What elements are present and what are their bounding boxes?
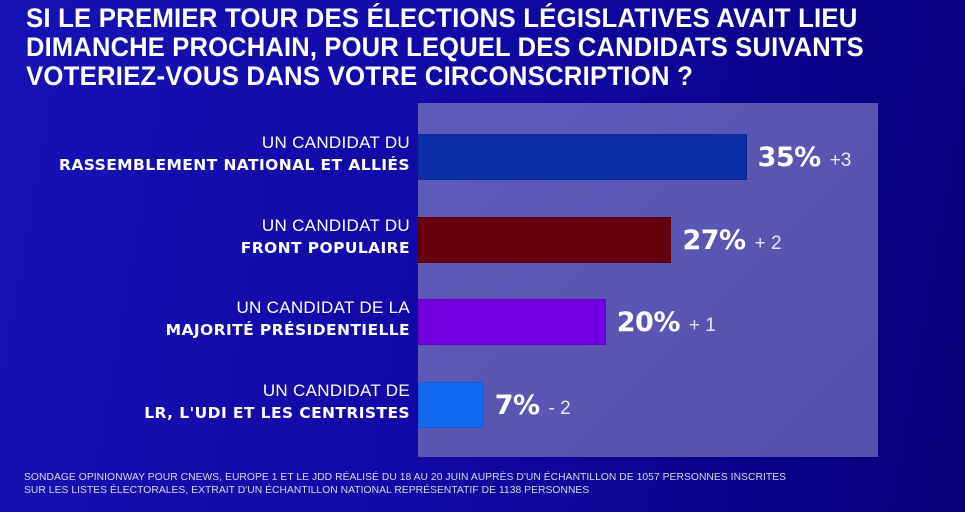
- chart-title-line: VOTERIEZ-VOUS DANS VOTRE CIRCONSCRIPTION…: [26, 61, 694, 91]
- category-label: UN CANDIDAT DE LA MAJORITÉ PRÉSIDENTIELLE: [166, 297, 410, 341]
- bar-value-label: 20% + 1: [617, 300, 716, 346]
- chart-title-line: DIMANCHE PROCHAIN, POUR LEQUEL DES CANDI…: [26, 32, 864, 62]
- change-value: + 2: [754, 233, 782, 254]
- change-value: + 1: [688, 315, 716, 336]
- percentage-value: 7%: [494, 390, 540, 421]
- change-value: - 2: [548, 398, 571, 419]
- poll-source-line: SONDAGE OPINIONWAY POUR CNEWS, EUROPE 1 …: [24, 472, 787, 483]
- category-label: UN CANDIDAT DU RASSEMBLEMENT NATIONAL ET …: [59, 132, 410, 176]
- category-label-part: MAJORITÉ PRÉSIDENTIELLE: [165, 321, 410, 339]
- poll-source-line: SUR LES LISTES ÉLECTORALES, EXTRAIT D'UN…: [24, 485, 590, 496]
- poll-source-note: SONDAGE OPINIONWAY POUR CNEWS, EUROPE 1 …: [24, 471, 954, 497]
- chart-title-line: SI LE PREMIER TOUR DES ÉLECTIONS LÉGISLA…: [26, 3, 858, 33]
- bar: [418, 134, 747, 180]
- category-label-name: FRONT POPULAIRE: [241, 237, 410, 259]
- bar-value-label: 7% - 2: [495, 383, 571, 429]
- category-label: UN CANDIDAT DE LR, L'UDI ET LES CENTRISTE…: [144, 380, 410, 424]
- category-label-prefix: UN CANDIDAT DU: [261, 216, 410, 235]
- category-label-name: RASSEMBLEMENT NATIONAL ET ALLIÉS: [59, 154, 410, 176]
- bar: [418, 217, 672, 263]
- category-label-part: LR, L'UDI: [144, 404, 233, 422]
- category-label: UN CANDIDAT DU FRONT POPULAIRE: [241, 215, 410, 259]
- percentage-value: 35%: [757, 142, 822, 173]
- bar: [418, 299, 606, 345]
- category-label-part: ET LES: [232, 404, 300, 422]
- category-label-part: FRONT POPULAIRE: [240, 239, 410, 257]
- category-label-name: LR, L'UDI ET LES CENTRISTES: [144, 402, 410, 424]
- category-label-name: MAJORITÉ PRÉSIDENTIELLE: [166, 319, 410, 341]
- bar-value-label: 35% +3: [758, 135, 852, 181]
- bar-value-label: 27% + 2: [682, 218, 781, 264]
- percentage-value: 20%: [616, 307, 681, 338]
- percentage-value: 27%: [682, 225, 746, 256]
- category-label-part: RASSEMBLEMENT NATIONAL ET ALLIÉS: [59, 156, 410, 174]
- category-label-part: CENTRISTES: [299, 404, 410, 422]
- chart-title: SI LE PREMIER TOUR DES ÉLECTIONS LÉGISLA…: [26, 4, 965, 91]
- category-label-prefix: UN CANDIDAT DE LA: [236, 298, 410, 317]
- category-label-prefix: UN CANDIDAT DU: [261, 133, 410, 152]
- bar: [418, 382, 484, 428]
- category-label-prefix: UN CANDIDAT DE: [262, 381, 410, 400]
- change-value: +3: [829, 150, 852, 171]
